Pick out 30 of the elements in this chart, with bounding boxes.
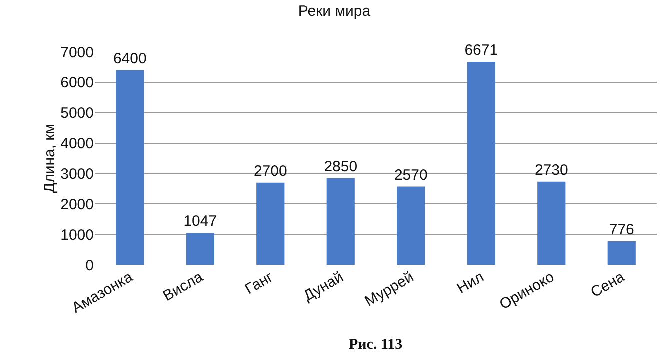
y-tick-label: 6000 [60, 74, 94, 92]
data-label: 2570 [394, 166, 428, 184]
chart-title: Реки мира [298, 2, 372, 20]
bar [397, 186, 426, 265]
bar [608, 241, 636, 265]
y-tick-label: 3000 [60, 166, 94, 183]
data-label: 2700 [254, 162, 288, 180]
y-tick-label: 7000 [60, 44, 94, 62]
data-label: 6671 [464, 42, 498, 60]
data-label: 1047 [184, 213, 218, 230]
bar [186, 233, 214, 265]
bar [467, 62, 496, 265]
x-tick-label: Ганг [242, 268, 277, 298]
y-tick-label: 5000 [60, 105, 94, 122]
data-label: 2730 [534, 162, 568, 179]
bar [256, 182, 285, 265]
data-label: 2850 [324, 158, 358, 176]
bar [116, 70, 144, 265]
data-label: 6400 [113, 50, 147, 68]
bar [538, 182, 566, 265]
bar [326, 178, 355, 265]
y-tick-label: 4000 [60, 136, 94, 153]
y-axis-title: Длина, км [42, 124, 59, 194]
y-tick-label: 1000 [60, 226, 94, 244]
y-tick-label: 2000 [60, 196, 94, 214]
text: Рис. 113 [349, 337, 403, 353]
x-tick-label: Нил [454, 268, 488, 298]
data-label: 776 [609, 221, 634, 238]
x-tick-label: Сена [588, 268, 628, 302]
y-tick-label: 0 [86, 257, 94, 274]
